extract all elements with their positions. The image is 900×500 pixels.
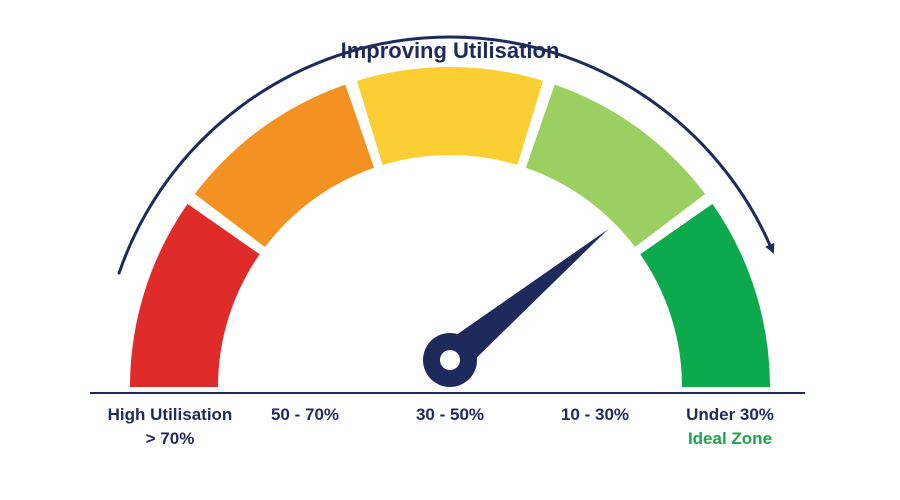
label-50-70-text: 50 - 70% (270, 405, 340, 424)
label-ideal-zone: Ideal Zone (687, 429, 773, 448)
label-high-utilisation-range: > 70% (145, 429, 195, 448)
gauge-segment-3 (356, 67, 544, 166)
gauge-segments (130, 67, 771, 387)
label-50-70: 50 - 70% (250, 403, 360, 427)
label-under-30-title: Under 30% (686, 405, 774, 424)
gauge-segment-4 (525, 84, 706, 248)
label-10-30-text: 10 - 30% (560, 405, 630, 424)
label-under-30: Under 30% Ideal Zone (665, 403, 795, 451)
gauge-title: Improving Utilisation (341, 38, 560, 63)
improving-direction-arrow (117, 35, 775, 275)
label-high-utilisation-title: High Utilisation (107, 405, 233, 424)
gauge-segment-2 (194, 84, 375, 248)
label-high-utilisation: High Utilisation > 70% (95, 403, 245, 451)
needle-pointer (439, 229, 608, 374)
label-10-30: 10 - 30% (540, 403, 650, 427)
gauge-segment-1 (130, 203, 260, 387)
label-30-50-text: 30 - 50% (415, 405, 485, 424)
label-30-50: 30 - 50% (395, 403, 505, 427)
needle-hub-hole (440, 350, 460, 370)
gauge-segment-5 (640, 203, 771, 387)
gauge-needle (423, 229, 608, 387)
